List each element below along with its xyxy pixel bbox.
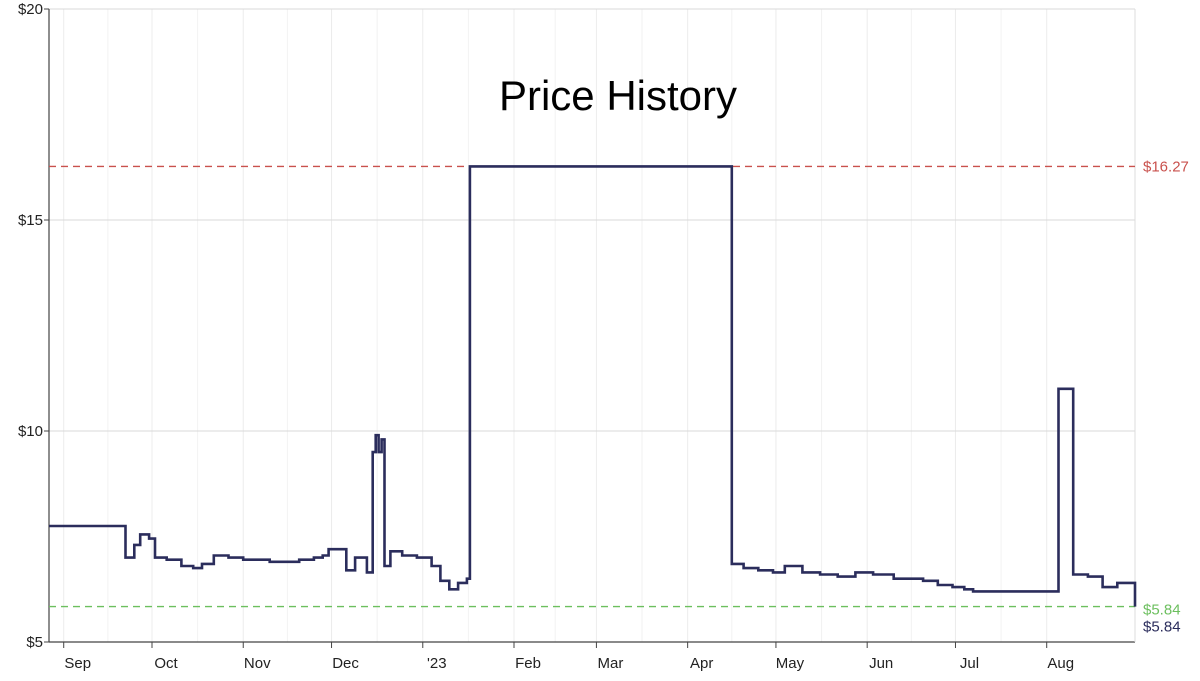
x-tick-label: Aug bbox=[1047, 655, 1074, 672]
x-tick-label: Mar bbox=[597, 655, 623, 672]
axes bbox=[44, 8, 1136, 648]
reference-line-label: $5.84 bbox=[1143, 602, 1181, 619]
reference-line-label: $16.27 bbox=[1143, 158, 1189, 175]
y-tick-labels: $5 $10 $15 $20 bbox=[18, 1, 43, 651]
y-tick-label: $5 bbox=[26, 634, 43, 651]
reference-labels: $16.27 $5.84$5.84 bbox=[1143, 158, 1189, 635]
y-tick-label: $20 bbox=[18, 1, 43, 18]
series-group bbox=[49, 165, 1137, 607]
x-tick-label: Jul bbox=[960, 655, 979, 672]
x-tick-label: Nov bbox=[244, 655, 271, 672]
y-tick-label: $10 bbox=[18, 423, 43, 440]
x-tick-labels: Sep Oct Nov Dec '23 Feb Mar Apr May Jun Jul Aug bbox=[64, 655, 1074, 672]
y-tick-label: $15 bbox=[18, 212, 43, 229]
current-price-label: $5.84 bbox=[1143, 619, 1181, 636]
x-tick-label: Oct bbox=[154, 655, 178, 672]
x-tick-label: Feb bbox=[515, 655, 541, 672]
price-series-line bbox=[49, 165, 1137, 607]
x-tick-label: '23 bbox=[427, 655, 447, 672]
x-grid-lines bbox=[63, 9, 1048, 642]
x-tick-label: Jun bbox=[869, 655, 893, 672]
x-tick-label: May bbox=[776, 655, 805, 672]
x-tick-label: Sep bbox=[64, 655, 91, 672]
reference-lines bbox=[49, 165, 1135, 608]
chart-title: Price History bbox=[499, 72, 737, 119]
x-tick-label: Apr bbox=[690, 655, 713, 672]
x-tick-label: Dec bbox=[332, 655, 359, 672]
